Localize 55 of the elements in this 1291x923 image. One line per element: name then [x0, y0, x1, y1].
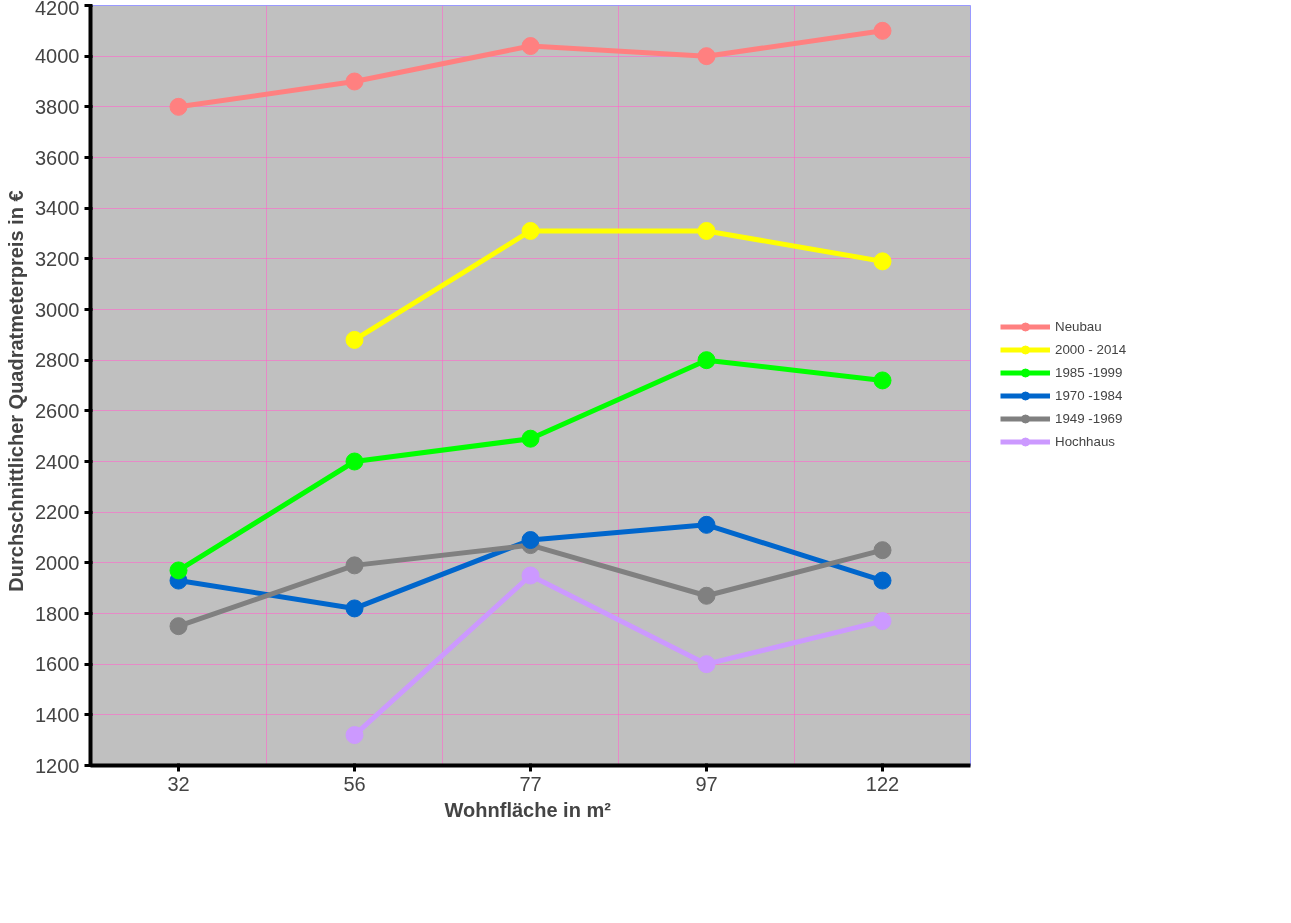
point [345, 726, 364, 745]
y-tick-label: 1800 [35, 602, 80, 625]
x-tick-label: 122 [865, 772, 900, 795]
x-tick-label: 77 [519, 772, 542, 795]
point [873, 252, 892, 271]
legend-label: 1970 -1984 [1055, 387, 1123, 403]
point [697, 655, 716, 674]
y-tick-label: 2200 [35, 501, 80, 524]
y-tick-label: 1600 [35, 653, 80, 676]
y-tick-label: 2400 [35, 450, 80, 473]
x-tick-label: 56 [343, 772, 366, 795]
point [873, 21, 892, 40]
y-tick-label: 3000 [35, 298, 80, 321]
point [873, 612, 892, 631]
legend-label: 1985 -1999 [1055, 364, 1123, 380]
point [697, 515, 716, 534]
y-tick-label: 2800 [35, 349, 80, 372]
point [697, 586, 716, 605]
point [345, 452, 364, 471]
point [345, 72, 364, 91]
y-tick-label: 4200 [35, 0, 80, 19]
point [873, 571, 892, 590]
legend-label: Hochhaus [1055, 433, 1116, 449]
point [521, 429, 540, 448]
y-tick-label: 3800 [35, 95, 80, 118]
y-tick-label: 3200 [35, 247, 80, 270]
y-tick-label: 3400 [35, 197, 80, 220]
y-tick-label: 1200 [35, 754, 80, 777]
point [873, 371, 892, 390]
y-tick-label: 3600 [35, 146, 80, 169]
y-tick-label: 2000 [35, 551, 80, 574]
point [521, 37, 540, 56]
point [521, 566, 540, 585]
point [169, 617, 188, 636]
point [697, 221, 716, 240]
x-axis-title: Wohnfläche in m² [444, 798, 612, 821]
y-tick-label: 2600 [35, 399, 80, 422]
point [697, 47, 716, 66]
point [873, 541, 892, 560]
x-tick-label: 97 [695, 772, 718, 795]
y-axis-title: Durchschnittlicher Quadratmeterpreis in € [5, 190, 28, 592]
point [169, 97, 188, 116]
legend-label: Neubau [1055, 318, 1102, 334]
point [521, 531, 540, 550]
legend-label: 1949 -1969 [1055, 410, 1123, 426]
x-tick-label: 32 [167, 772, 190, 795]
point [345, 330, 364, 349]
point [345, 599, 364, 618]
y-tick-label: 1400 [35, 703, 80, 726]
point [169, 561, 188, 580]
point [521, 221, 540, 240]
y-tick-label: 4000 [35, 45, 80, 68]
point [345, 556, 364, 575]
point [697, 351, 716, 370]
legend-label: 2000 - 2014 [1055, 341, 1127, 357]
